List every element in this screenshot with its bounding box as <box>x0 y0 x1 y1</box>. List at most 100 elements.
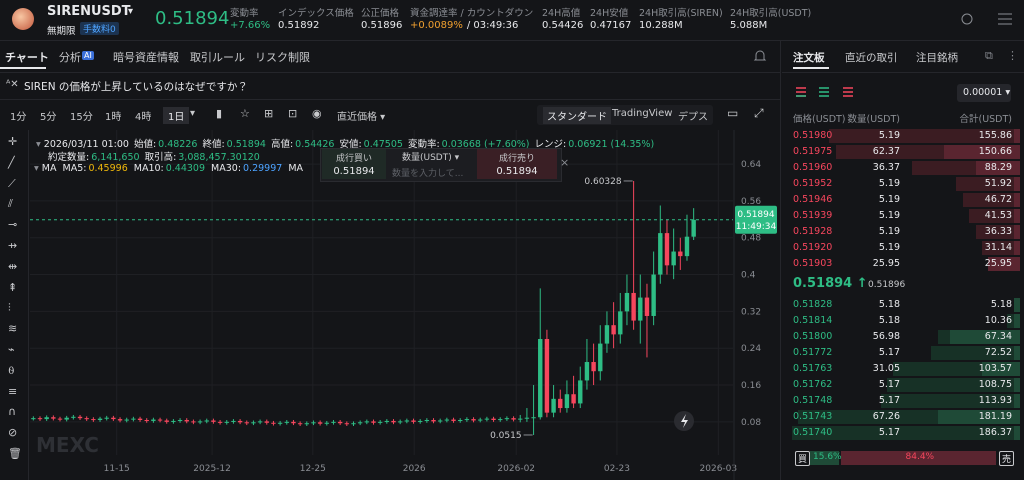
toolbar-icon[interactable]: ⤢ <box>754 106 764 120</box>
toolbar-icon[interactable]: ⊞ <box>264 107 274 120</box>
book-row[interactable]: 0.51975 62.37 150.66 <box>782 144 1024 160</box>
book-qty: 25.95 <box>872 258 900 269</box>
book-total: 51.92 <box>984 178 1012 189</box>
interval[interactable]: 1日 <box>163 107 190 124</box>
symbol-dropdown[interactable]: ▾ <box>128 6 134 17</box>
chart-tab[interactable]: 取引ルール <box>190 51 245 64</box>
draw-tool[interactable]: ⟋ <box>8 176 16 190</box>
stat-value-text: +7.66% <box>230 20 271 31</box>
sell-ratio-bar <box>841 451 996 465</box>
candle-body <box>164 420 169 422</box>
toolbar-icon[interactable]: ▮ <box>216 107 223 120</box>
draw-tool[interactable]: ✛ <box>8 135 18 148</box>
book-total: 113.93 <box>978 395 1012 406</box>
view-option[interactable]: スタンダード <box>543 107 611 124</box>
book-total: 41.53 <box>984 210 1012 221</box>
draw-tool[interactable]: ⇹ <box>8 259 18 273</box>
toolbar-icon[interactable]: ▭ <box>727 106 739 120</box>
book-qty: 5.17 <box>878 395 900 406</box>
draw-tool[interactable]: ⍬ <box>8 363 15 377</box>
panel-icon[interactable]: ⧉ <box>985 49 993 62</box>
precision-select[interactable]: 0.00001 ▾ <box>957 84 1011 102</box>
market-sell[interactable]: 成行売り 0.51894 <box>477 149 557 179</box>
candle-body <box>491 418 496 421</box>
qty-input[interactable]: 数量を入力して... <box>392 169 464 179</box>
draw-tool[interactable]: ⊸ <box>8 218 18 232</box>
book-row[interactable]: 0.51814 5.18 10.36 <box>782 313 1024 329</box>
draw-tool[interactable]: ╱ <box>8 155 15 169</box>
countdown: 11:49:34 <box>736 222 777 232</box>
candle-body <box>264 421 269 423</box>
candle-body <box>51 417 56 419</box>
book-row[interactable]: 0.51828 5.18 5.18 <box>782 297 1024 313</box>
menu-icon[interactable] <box>998 13 1012 25</box>
book-tab[interactable]: 直近の取引 <box>845 52 898 64</box>
draw-tool[interactable]: ⇞ <box>8 280 18 294</box>
book-row[interactable]: 0.51800 56.98 67.34 <box>782 329 1024 345</box>
settings-icon[interactable] <box>961 13 973 25</box>
toolbar-icon[interactable]: ◉ <box>312 107 322 120</box>
candle-body <box>391 420 396 423</box>
toolbar-icon[interactable]: ☆ <box>240 107 250 120</box>
book-row[interactable]: 0.51763 31.05 103.57 <box>782 361 1024 377</box>
qty-bar <box>950 330 1020 344</box>
x-tick-label: 12-25 <box>300 464 326 474</box>
bell-icon[interactable] <box>752 48 768 64</box>
candle-body <box>411 420 416 422</box>
interval[interactable]: 15分 <box>70 112 93 123</box>
book-row[interactable]: 0.51772 5.17 72.52 <box>782 345 1024 361</box>
interval[interactable]: 4時 <box>135 112 152 123</box>
draw-tool[interactable]: ∩ <box>8 405 17 419</box>
book-row[interactable]: 0.51960 36.37 88.29 <box>782 160 1024 176</box>
toolbar-icon[interactable]: ⊡ <box>288 107 298 120</box>
draw-tool[interactable]: ⫽ <box>8 197 13 211</box>
draw-tool[interactable]: ⫶ <box>8 301 11 315</box>
mode-bids[interactable] <box>819 87 829 97</box>
book-row[interactable]: 0.51952 5.19 51.92 <box>782 176 1024 192</box>
draw-tool[interactable]: ≡ <box>8 384 18 398</box>
interval[interactable]: 1時 <box>105 112 122 123</box>
book-total: 31.14 <box>984 242 1012 253</box>
mode-asks[interactable] <box>843 87 853 97</box>
info-label: レンジ: <box>534 139 567 150</box>
book-row[interactable]: 0.51980 5.19 155.86 <box>782 128 1024 144</box>
book-row[interactable]: 0.51928 5.19 36.33 <box>782 224 1024 240</box>
book-total: 155.86 <box>978 130 1012 141</box>
mode-both[interactable] <box>796 87 806 97</box>
panel-icon[interactable]: ⋮ <box>1007 49 1018 62</box>
ai-question[interactable]: SIREN の価格が上昇しているのはなぜですか？ <box>24 81 248 93</box>
price-type[interactable]: 直近価格 ▾ <box>337 112 386 123</box>
interval[interactable]: 1分 <box>10 112 27 123</box>
book-row[interactable]: 0.51939 5.19 41.53 <box>782 208 1024 224</box>
book-row[interactable]: 0.51920 5.19 31.14 <box>782 240 1024 256</box>
book-row[interactable]: 0.51762 5.17 108.75 <box>782 377 1024 393</box>
candle-body <box>424 420 430 422</box>
draw-tool[interactable]: ≋ <box>8 322 18 336</box>
book-row[interactable]: 0.51946 5.19 46.72 <box>782 192 1024 208</box>
chart-tab[interactable]: 分析 <box>59 51 81 64</box>
draw-tool[interactable]: ⇸ <box>8 239 18 252</box>
view-option[interactable]: TradingView <box>612 108 673 119</box>
chart-tab[interactable]: リスク制限 <box>255 51 310 64</box>
book-row[interactable]: 0.51748 5.17 113.93 <box>782 393 1024 409</box>
book-price: 0.51814 <box>793 315 833 326</box>
view-option[interactable]: デプス <box>678 112 708 123</box>
chart-tab[interactable]: 暗号資産情報 <box>113 51 179 64</box>
chart-tab[interactable]: チャート <box>5 51 49 64</box>
book-tab[interactable]: 注文板 <box>793 52 825 64</box>
info-value: 3,088,457.30120 <box>178 152 260 163</box>
symbol[interactable]: SIRENUSDT <box>47 4 131 19</box>
draw-tool[interactable]: ⌁ <box>8 343 15 356</box>
sell-tag: 売 <box>999 451 1015 466</box>
book-row[interactable]: 0.51903 25.95 25.95 <box>782 256 1024 272</box>
close-button[interactable]: × <box>560 156 570 169</box>
market-buy[interactable]: 成行買い 0.51894 <box>322 149 386 179</box>
interval[interactable]: 5分 <box>40 112 57 123</box>
draw-tool[interactable]: 🗑 <box>8 447 22 460</box>
book-row[interactable]: 0.51743 67.26 181.19 <box>782 409 1024 425</box>
draw-tool[interactable]: ⊘ <box>8 426 18 440</box>
book-tab[interactable]: 注目銘柄 <box>916 52 958 64</box>
interval-dropdown[interactable]: ▾ <box>190 108 196 119</box>
stat-label: 変動率 <box>230 8 259 19</box>
book-row[interactable]: 0.51740 5.17 186.37 <box>782 425 1024 441</box>
